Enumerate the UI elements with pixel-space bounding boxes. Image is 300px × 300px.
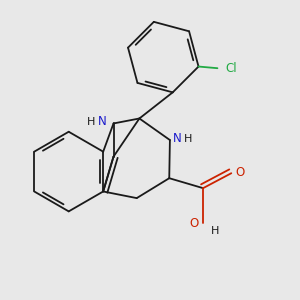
Text: O: O — [235, 166, 244, 179]
Text: H: H — [210, 226, 219, 236]
Text: N: N — [98, 115, 107, 128]
Text: H: H — [87, 117, 95, 127]
Text: O: O — [190, 217, 199, 230]
Text: Cl: Cl — [225, 62, 237, 75]
Text: H: H — [184, 134, 192, 144]
Text: N: N — [172, 132, 181, 145]
